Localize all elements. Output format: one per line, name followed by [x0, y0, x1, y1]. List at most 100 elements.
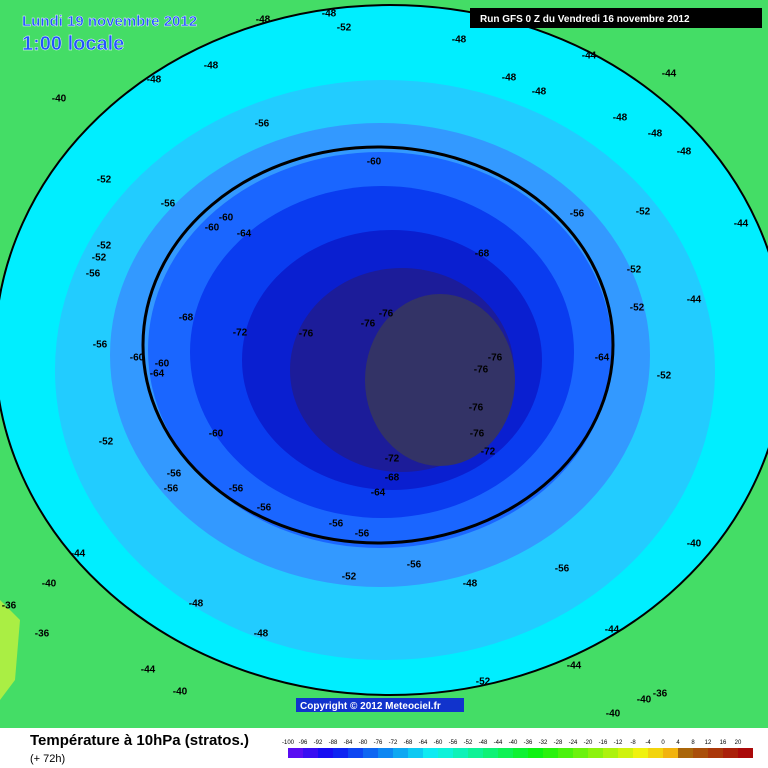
- contour-label: -76: [474, 365, 489, 376]
- colorbar-label: -76: [374, 740, 383, 746]
- colorbar-label: -72: [389, 740, 398, 746]
- colorbar-label: -100: [282, 740, 295, 746]
- colorbar-swatch: [588, 748, 603, 758]
- contour-label: -56: [329, 519, 344, 530]
- colorbar-label: 12: [705, 740, 712, 746]
- colorbar-label: -88: [329, 740, 338, 746]
- colorbar-label: -92: [314, 740, 323, 746]
- colorbar-label: 4: [676, 740, 680, 746]
- contour-label: -48: [452, 35, 467, 46]
- contour-label: -36: [653, 689, 668, 700]
- colorbar-label: -32: [539, 740, 548, 746]
- contour-label: -48: [189, 599, 204, 610]
- colorbar-label: -52: [464, 740, 473, 746]
- contour-label: -44: [582, 51, 597, 62]
- colorbar-swatch: [723, 748, 738, 758]
- contour-label: -44: [662, 69, 677, 80]
- colorbar-label: -68: [404, 740, 413, 746]
- colorbar-label: -48: [479, 740, 488, 746]
- contour-label: -48: [204, 61, 219, 72]
- contour-label: -76: [469, 403, 484, 414]
- temp-zone: [365, 294, 515, 466]
- contour-label: -44: [687, 295, 702, 306]
- contour-label: -36: [35, 629, 50, 640]
- colorbar-swatch: [393, 748, 408, 758]
- contour-label: -44: [71, 549, 86, 560]
- contour-label: -56: [255, 119, 270, 130]
- contour-label: -72: [385, 454, 400, 465]
- contour-label: -44: [567, 661, 582, 672]
- colorbar-swatch: [708, 748, 723, 758]
- contour-label: -48: [648, 129, 663, 140]
- colorbar-swatch: [333, 748, 348, 758]
- colorbar-swatch: [483, 748, 498, 758]
- contour-label: -52: [92, 253, 107, 264]
- contour-label: -48: [463, 579, 478, 590]
- contour-label: -60: [130, 353, 145, 364]
- copyright: Copyright © 2012 Meteociel.fr: [300, 701, 441, 712]
- contour-label: -68: [385, 473, 400, 484]
- colorbar-swatch: [678, 748, 693, 758]
- run: Run GFS 0 Z du Vendredi 16 novembre 2012: [480, 14, 690, 25]
- colorbar-swatch: [528, 748, 543, 758]
- colorbar-swatch: [423, 748, 438, 758]
- colorbar-label: 20: [735, 740, 742, 746]
- colorbar-swatch: [738, 748, 753, 758]
- contour-label: -56: [229, 484, 244, 495]
- colorbar-swatch: [318, 748, 333, 758]
- contour-label: -76: [470, 429, 485, 440]
- colorbar-swatch: [618, 748, 633, 758]
- contour-label: -76: [379, 309, 394, 320]
- colorbar-swatch: [453, 748, 468, 758]
- colorbar-label: -4: [645, 740, 651, 746]
- colorbar-swatch: [543, 748, 558, 758]
- colorbar-label: -12: [614, 740, 623, 746]
- colorbar-swatch: [408, 748, 423, 758]
- colorbar-swatch: [663, 748, 678, 758]
- contour-label: -60: [209, 429, 224, 440]
- colorbar: -100 -96 -92 -88 -84 -80 -76 -72 -68 -64 -60 -56 -52…: [282, 740, 753, 758]
- warm-area: [0, 600, 20, 700]
- contour-label: -52: [342, 572, 357, 583]
- contour-label: -56: [161, 199, 176, 210]
- contour-label: -56: [167, 469, 182, 480]
- contour-label: -48: [147, 75, 162, 86]
- colorbar-label: -20: [584, 740, 593, 746]
- contour-label: -48: [322, 9, 337, 20]
- contour-label: -36: [2, 601, 17, 612]
- colorbar-swatch: [513, 748, 528, 758]
- contour-label: -52: [337, 23, 352, 34]
- contour-label: -76: [361, 319, 376, 330]
- contour-label: -72: [233, 328, 248, 339]
- colorbar-swatch: [303, 748, 318, 758]
- contour-label: -68: [475, 249, 490, 260]
- colorbar-label: -60: [434, 740, 443, 746]
- contour-label: -56: [407, 560, 422, 571]
- colorbar-swatch: [498, 748, 513, 758]
- contour-label: -48: [256, 15, 271, 26]
- contour-labels: -48-48-52-48-44-48-48-44-48-48-40-48-48-…: [2, 9, 749, 720]
- contour-label: -52: [636, 207, 651, 218]
- contour-label: -40: [42, 579, 57, 590]
- colorbar-swatch: [693, 748, 708, 758]
- colorbar-label: 0: [661, 740, 665, 746]
- colorbar-label: -36: [524, 740, 533, 746]
- contour-label: -56: [93, 340, 108, 351]
- colorbar-label: -96: [299, 740, 308, 746]
- contour-label: -40: [637, 695, 652, 706]
- contour-label: -56: [86, 269, 101, 280]
- contour-label: -48: [532, 87, 547, 98]
- contour-label: -52: [627, 265, 642, 276]
- contour-label: -60: [205, 223, 220, 234]
- colorbar-label: -80: [359, 740, 368, 746]
- contour-label: -44: [734, 219, 749, 230]
- contour-label: -52: [630, 303, 645, 314]
- contour-label: -48: [254, 629, 269, 640]
- colorbar-label: 16: [720, 740, 727, 746]
- contour-label: -76: [488, 353, 503, 364]
- colorbar-label: -16: [599, 740, 608, 746]
- contour-label: -48: [613, 113, 628, 124]
- contour-label: -68: [179, 313, 194, 324]
- footer-lead: (+ 72h): [30, 753, 65, 765]
